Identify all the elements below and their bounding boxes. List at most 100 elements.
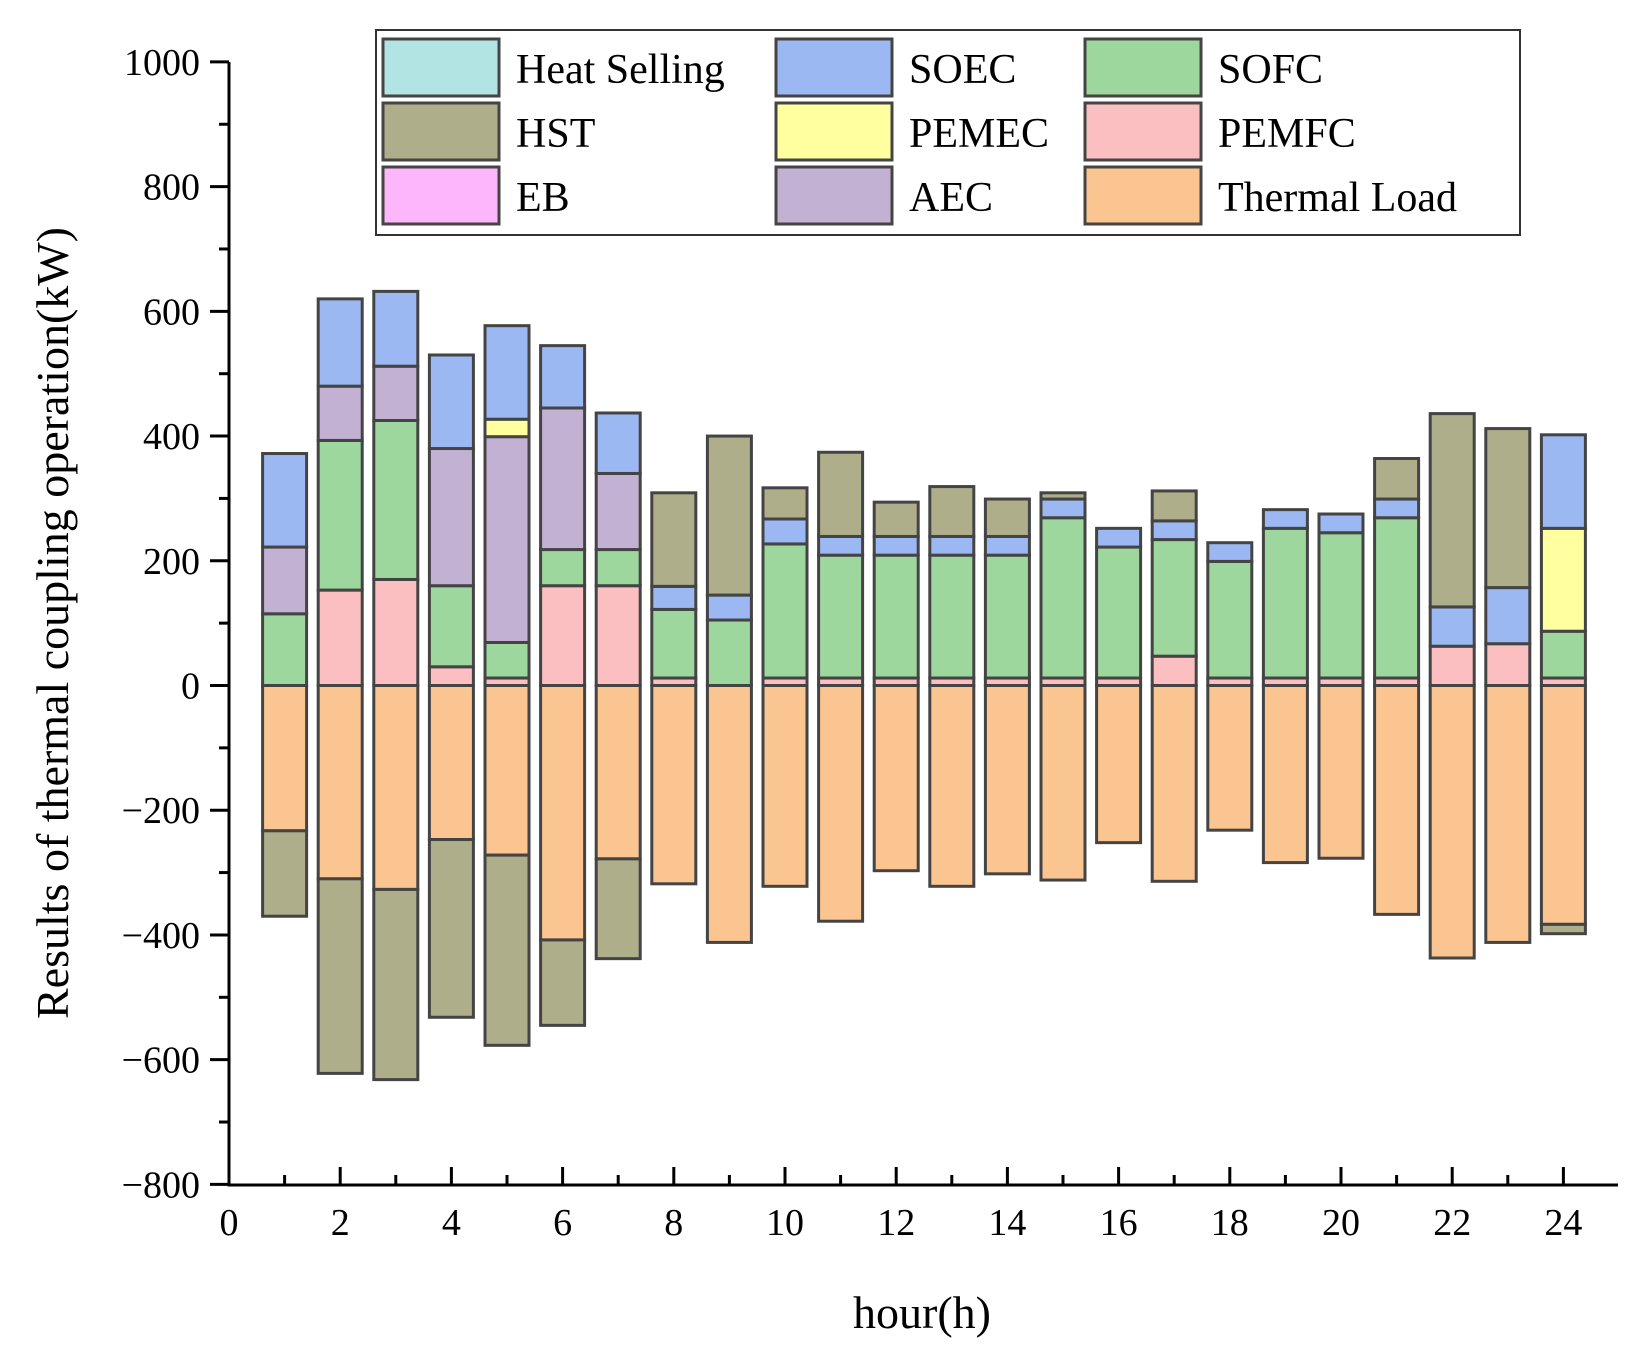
y-tick-label: 800 <box>143 167 200 209</box>
y-tick-label: 400 <box>143 416 200 458</box>
legend-swatch-pemfc <box>1083 101 1203 162</box>
bar-thermal-load-hour-19 <box>1261 684 1309 865</box>
bar-pemfc-hour-7 <box>594 584 642 687</box>
bar-hst-hour-10 <box>761 486 809 521</box>
bar-sofc-hour-19 <box>1261 526 1309 680</box>
bar-thermal-load-hour-21 <box>1373 684 1421 916</box>
y-tick-label: 200 <box>143 541 200 583</box>
bar-thermal-load-hour-2 <box>316 684 364 881</box>
legend-swatch-soec <box>774 37 894 98</box>
bar-hst-hour-7 <box>594 857 642 961</box>
x-tick-label: 4 <box>442 1202 461 1244</box>
bar-hst-hour-11 <box>817 450 865 538</box>
bar-hst-hour-6 <box>539 938 587 1027</box>
bar-hst-hour-21 <box>1373 457 1421 501</box>
y-tick-label: −200 <box>122 790 200 832</box>
bar-thermal-load-hour-11 <box>817 684 865 923</box>
bar-sofc-hour-24 <box>1539 629 1587 680</box>
bar-sofc-hour-11 <box>817 553 865 680</box>
bar-hst-hour-2 <box>316 877 364 1075</box>
x-tick-label: 8 <box>664 1202 683 1244</box>
x-tick-label: 18 <box>1211 1202 1249 1244</box>
bar-sofc-hour-20 <box>1317 531 1365 680</box>
legend-item-pemec: PEMEC <box>774 101 1049 162</box>
bar-soec-hour-13 <box>928 534 976 557</box>
legend-label: SOFC <box>1218 47 1323 93</box>
bar-pemec-hour-5 <box>483 417 531 439</box>
bar-soec-hour-17 <box>1150 519 1198 542</box>
bar-sofc-hour-3 <box>372 418 420 581</box>
legend-swatch-aec <box>774 165 894 226</box>
bar-sofc-hour-10 <box>761 542 809 680</box>
bar-group-hour-10 <box>761 486 809 888</box>
bar-sofc-hour-7 <box>594 548 642 588</box>
bar-sofc-hour-13 <box>928 553 976 680</box>
bar-sofc-hour-18 <box>1206 559 1254 680</box>
legend-label: EB <box>516 175 570 221</box>
bar-soec-hour-21 <box>1373 497 1421 520</box>
bar-thermal-load-hour-1 <box>261 684 309 833</box>
bar-thermal-load-hour-4 <box>427 684 475 842</box>
bar-soec-hour-8 <box>650 584 698 611</box>
bar-hst-hour-15 <box>1039 491 1087 501</box>
y-axis-title: Results of thermal coupling operation(kW… <box>27 227 78 1019</box>
bar-thermal-load-hour-16 <box>1095 684 1143 845</box>
bar-hst-hour-8 <box>650 491 698 588</box>
x-tick-label: 20 <box>1322 1202 1360 1244</box>
bar-group-hour-6 <box>539 344 587 1027</box>
y-tick-label: 0 <box>181 666 200 708</box>
bar-thermal-load-hour-18 <box>1206 684 1254 832</box>
bar-hst-hour-22 <box>1428 412 1476 609</box>
bar-thermal-load-hour-10 <box>761 684 809 888</box>
bar-hst-hour-9 <box>705 434 753 597</box>
bar-soec-hour-6 <box>539 344 587 410</box>
bar-hst-hour-12 <box>872 500 920 538</box>
bar-group-hour-2 <box>316 297 364 1075</box>
bar-group-hour-16 <box>1095 526 1143 845</box>
legend: Heat Selling HST EB SOEC PEMEC AEC SOFC PEMFC Th… <box>375 29 1521 236</box>
bar-soec-hour-3 <box>372 289 420 368</box>
bar-soec-hour-23 <box>1484 586 1532 646</box>
bar-group-hour-8 <box>650 491 698 886</box>
bar-soec-hour-22 <box>1428 605 1476 648</box>
legend-swatch-pemec <box>774 101 894 162</box>
legend-swatch-heat-selling <box>381 37 501 98</box>
bar-group-hour-7 <box>594 411 642 961</box>
bar-group-hour-20 <box>1317 512 1365 860</box>
bar-thermal-load-hour-22 <box>1428 684 1476 960</box>
y-tick-label: −400 <box>122 915 200 957</box>
bar-soec-hour-19 <box>1261 508 1309 530</box>
bar-soec-hour-24 <box>1539 433 1587 530</box>
legend-label: SOEC <box>909 47 1016 93</box>
legend-frame <box>375 29 1521 236</box>
bar-pemfc-hour-23 <box>1484 642 1532 687</box>
bar-group-hour-3 <box>372 289 420 1082</box>
bar-sofc-hour-16 <box>1095 545 1143 680</box>
bar-group-hour-13 <box>928 485 976 888</box>
x-tick-label: 14 <box>988 1202 1026 1244</box>
bar-aec-hour-1 <box>261 545 309 616</box>
bar-soec-hour-18 <box>1206 541 1254 563</box>
bar-group-hour-19 <box>1261 508 1309 865</box>
bar-thermal-load-hour-13 <box>928 684 976 888</box>
x-tick-label: 10 <box>766 1202 804 1244</box>
bar-group-hour-9 <box>705 434 753 944</box>
bar-thermal-load-hour-8 <box>650 684 698 886</box>
y-tick-label: 600 <box>143 291 200 333</box>
bar-thermal-load-hour-14 <box>983 684 1031 876</box>
bar-sofc-hour-17 <box>1150 538 1198 658</box>
bar-group-hour-14 <box>983 497 1031 876</box>
legend-label: AEC <box>909 175 993 221</box>
x-tick-label: 22 <box>1433 1202 1471 1244</box>
bar-soec-hour-7 <box>594 411 642 475</box>
bar-hst-hour-4 <box>427 838 475 1019</box>
bar-group-hour-18 <box>1206 541 1254 832</box>
legend-label: Heat Selling <box>516 47 725 93</box>
legend-item-hst: HST <box>381 101 595 162</box>
bar-soec-hour-2 <box>316 297 364 388</box>
bar-sofc-hour-15 <box>1039 516 1087 680</box>
bar-aec-hour-6 <box>539 406 587 552</box>
bar-thermal-load-hour-6 <box>539 684 587 942</box>
